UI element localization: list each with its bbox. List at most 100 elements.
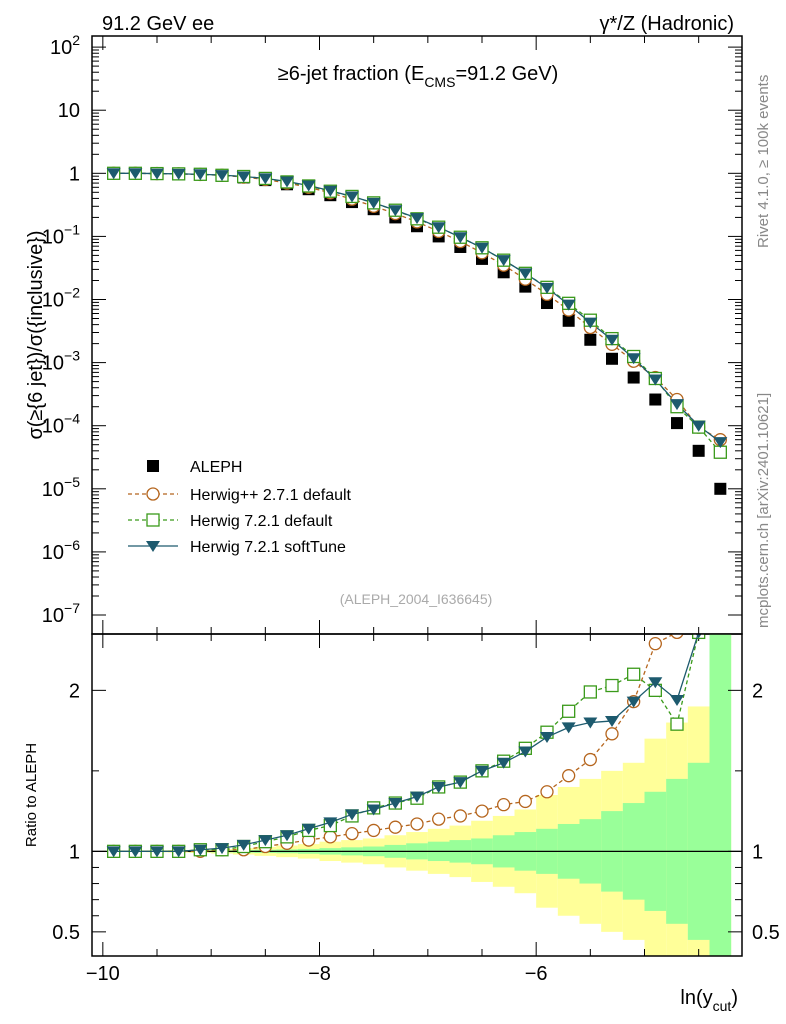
main-y-tick-label: 10−6 — [42, 537, 80, 564]
ratio-point-herwig-7-2-1-softtune — [695, 634, 702, 639]
main-y-tick-base: 10 — [42, 479, 64, 501]
chart-title-tail: =91.2 GeV) — [455, 63, 558, 85]
ratio-point-herwig-2-7-1-default — [583, 752, 597, 767]
x-tick-label: −6 — [525, 963, 548, 985]
main-point-herwig-7-2-1-softtune — [106, 168, 121, 180]
main-y-tick-label: 1 — [69, 163, 80, 185]
ratio-point-herwig-7-2-1-softtune — [605, 715, 619, 727]
chart-title-sub: CMS — [424, 74, 455, 90]
main-y-tick-base: 10 — [42, 416, 64, 438]
ratio-point-herwig-7-2-1-default — [583, 685, 597, 699]
ratio-point-herwig-7-2-1-softtune — [323, 817, 338, 829]
main-point-aleph — [671, 417, 683, 430]
main-point-herwig-7-2-1-softtune — [453, 232, 468, 244]
main-point-herwig-7-2-1-softtune — [388, 205, 403, 217]
ratio-point-herwig-7-2-1-softtune — [171, 846, 186, 858]
x-axis-label-main: ln(y — [680, 987, 712, 1009]
ratio-point-herwig-2-7-1-default — [388, 820, 402, 834]
main-y-tick-label: 10−3 — [42, 348, 80, 375]
ratio-point-herwig-2-7-1-default — [432, 812, 446, 826]
ratio-point-herwig-7-2-1-softtune — [670, 695, 684, 707]
main-point-aleph — [649, 393, 662, 406]
ratio-point-herwig-7-2-1-softtune — [648, 677, 663, 689]
ratio-point-herwig-7-2-1-softtune — [150, 846, 164, 858]
ratio-point-herwig-2-7-1-default — [518, 794, 532, 809]
rivet-label: Rivet 4.1.0, ≥ 100k events — [755, 75, 772, 248]
ratio-frame — [91, 633, 743, 957]
ratio-point-herwig-2-7-1-default — [648, 637, 662, 651]
ratio-point-herwig-7-2-1-softtune — [431, 781, 446, 793]
legend-label-herwigpp: Herwig++ 2.7.1 default — [190, 487, 352, 504]
main-point-herwig-7-2-1-softtune — [301, 180, 316, 192]
ratio-point-herwig-7-2-1-default — [627, 667, 641, 681]
ratio-point-herwig-7-2-1-softtune — [561, 722, 576, 734]
main-y-tick-label: 10−1 — [42, 221, 80, 248]
main-y-tick-label: 10 — [58, 100, 80, 122]
legend-marker-herwig7-default — [146, 513, 160, 527]
main-point-herwig-7-2-1-softtune — [150, 168, 164, 180]
main-y-tick-exp: −3 — [64, 348, 80, 364]
ratio-point-herwig-2-7-1-default — [475, 804, 489, 818]
main-y-tick-base: 10 — [42, 290, 64, 312]
main-point-herwig-7-2-1-softtune — [171, 168, 186, 180]
main-point-aleph — [714, 482, 727, 495]
x-axis-label: ln(ycut) — [680, 987, 738, 1014]
main-point-herwig-7-2-1-softtune — [626, 353, 641, 365]
ratio-point-herwig-7-2-1-default — [670, 717, 684, 731]
main-y-tick-exp: −2 — [64, 285, 80, 301]
ratio-point-herwig-7-2-1-softtune — [626, 696, 641, 708]
main-panel: ≥6-jet fraction (ECMS=91.2 GeV) σ(≥{6 je… — [25, 32, 743, 635]
ratio-point-herwig-7-2-1-default — [605, 678, 619, 693]
main-point-herwig-7-2-1-softtune — [691, 420, 706, 432]
main-y-tick-exp: 2 — [72, 32, 80, 48]
legend-label-herwig7-softtune: Herwig 7.2.1 softTune — [190, 539, 346, 556]
x-tick-label: −10 — [86, 963, 120, 985]
ratio-y-tick-label: 2 — [69, 680, 80, 702]
ratio-y-axis-label: Ratio to ALEPH — [23, 743, 40, 847]
ratio-point-herwig-7-2-1-softtune — [301, 823, 316, 835]
main-series — [106, 166, 728, 495]
ratio-point-herwig-7-2-1-softtune — [540, 732, 554, 744]
ratio-point-herwig-2-7-1-default — [540, 785, 554, 799]
main-y-tick-exp: −6 — [64, 537, 80, 553]
uncertainty-band-stat — [709, 634, 732, 956]
main-point-herwig-7-2-1-softtune — [193, 169, 208, 181]
x-axis-label-sub: cut — [713, 998, 732, 1014]
main-point-herwig-7-2-1-softtune — [713, 437, 728, 449]
main-y-tick-base: 1 — [69, 163, 80, 185]
main-point-herwig-7-2-1-softtune — [561, 299, 576, 311]
main-y-tick-label: 10−5 — [42, 474, 80, 501]
main-point-herwig-7-2-1-softtune — [583, 317, 598, 329]
ratio-y-tick-label-right: 2 — [752, 680, 763, 702]
ratio-point-herwig-2-7-1-default — [410, 817, 424, 831]
main-point-herwig-7-2-1-softtune — [670, 399, 684, 411]
legend-marker-aleph — [147, 460, 159, 472]
legend: ALEPH Herwig++ 2.7.1 default Herwig 7.2.… — [128, 459, 352, 556]
ratio-point-herwig-7-2-1-softtune — [583, 717, 598, 729]
ratio-point-herwig-7-2-1-softtune — [410, 791, 424, 803]
main-y-tick-label: 102 — [50, 32, 80, 59]
ratio-point-herwig-2-7-1-default — [345, 826, 359, 841]
main-point-herwig-7-2-1-softtune — [366, 197, 381, 209]
main-y-tick-exp: −7 — [64, 600, 80, 616]
ratio-point-herwig-7-2-1-softtune — [366, 804, 381, 816]
main-point-herwig-7-2-1-softtune — [410, 213, 424, 225]
main-point-herwig-7-2-1-softtune — [323, 185, 338, 197]
ratio-point-herwig-7-2-1-softtune — [128, 846, 143, 858]
main-point-herwig-7-2-1-softtune — [475, 242, 489, 254]
main-point-herwig-7-2-1-softtune — [431, 222, 446, 234]
main-point-herwig-7-2-1-softtune — [258, 173, 273, 185]
main-point-herwig-7-2-1-softtune — [648, 374, 663, 386]
main-point-aleph — [584, 333, 597, 346]
ratio-ticks: −10 −8 −6 2 2 1 1 0.5 0.5 — [52, 634, 780, 985]
main-y-tick-exp: −4 — [64, 411, 80, 427]
energy-label: 91.2 GeV ee — [102, 13, 214, 35]
main-point-herwig-7-2-1-softtune — [605, 334, 619, 346]
ratio-point-herwig-2-7-1-default — [670, 634, 684, 640]
main-point-herwig-7-2-1-softtune — [518, 268, 533, 280]
main-y-tick-exp: −1 — [64, 221, 80, 237]
main-point-aleph — [627, 371, 640, 384]
main-y-tick-base: 10 — [50, 37, 72, 59]
x-axis-label-tail: ) — [731, 987, 738, 1009]
main-point-aleph — [692, 444, 705, 457]
